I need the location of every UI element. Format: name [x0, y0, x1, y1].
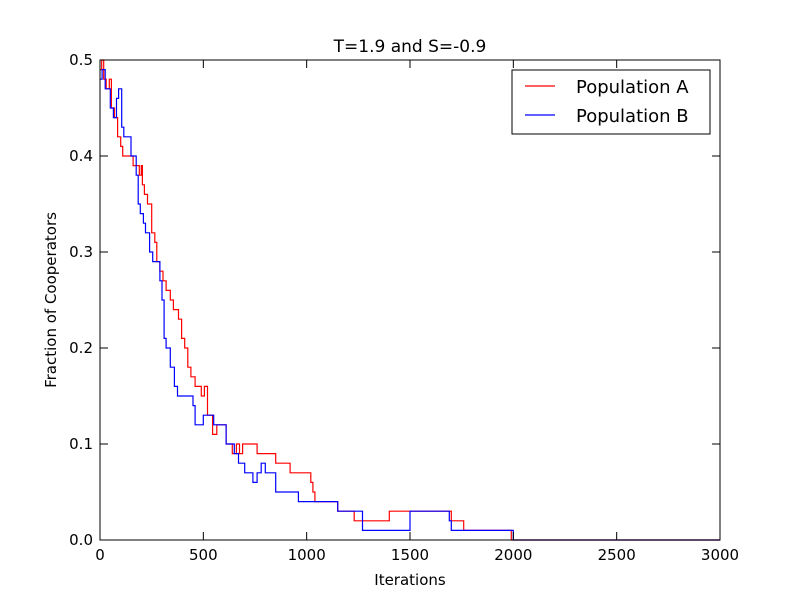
legend-box [511, 69, 711, 135]
x-tick-label: 3000 [701, 546, 739, 564]
y-axis-label: Fraction of Cooperators [42, 212, 60, 388]
y-tick-label: 0.0 [69, 531, 93, 549]
x-tick-label: 1500 [391, 546, 429, 564]
series-line-population-b [100, 69, 720, 541]
plot-area-frame [99, 59, 721, 541]
x-tick-label: 2500 [598, 546, 636, 564]
x-tick-label: 500 [189, 546, 218, 564]
x-tick-label: 2000 [494, 546, 532, 564]
x-tick-label: 1000 [288, 546, 326, 564]
series-layer [100, 59, 720, 541]
legend: Population A Population B [511, 69, 711, 135]
y-tick-label: 0.1 [69, 435, 93, 453]
series-line-population-a [100, 59, 720, 541]
x-tick-label: 0 [95, 546, 105, 564]
y-tick-label: 0.5 [69, 51, 93, 69]
legend-label-population-b: Population B [576, 106, 689, 127]
y-tick-label: 0.4 [69, 147, 93, 165]
y-tick-label: 0.3 [69, 243, 93, 261]
x-axis-label: Iterations [374, 571, 446, 589]
legend-label-population-a: Population A [576, 77, 689, 98]
tick-layer: 0 500 1000 1500 2000 2500 3000 0.0 0.1 0.2 0.3 0.4 0… [69, 51, 739, 564]
y-tick-label: 0.2 [69, 339, 93, 357]
chart-title: T=1.9 and S=-0.9 [333, 37, 487, 57]
